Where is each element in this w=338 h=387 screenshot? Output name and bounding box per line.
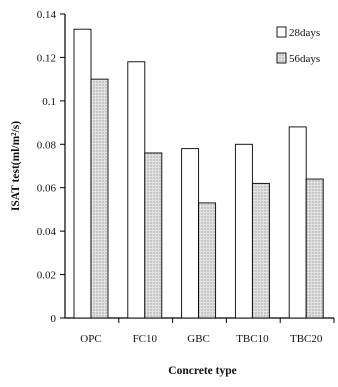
- y-tick-label: 0.12: [37, 52, 56, 64]
- bar-56days-TBC10: [251, 182, 270, 319]
- x-tick-label: TBC20: [290, 333, 323, 345]
- y-tick-label: 0.02: [37, 270, 56, 282]
- bar-28days-TBC10: [234, 143, 253, 319]
- y-tick-label: 0.14: [37, 9, 57, 21]
- legend-label-56days: 56days: [289, 53, 320, 65]
- x-tick-label: OPC: [80, 333, 101, 345]
- y-tick-label: 0: [51, 313, 57, 325]
- legend-swatch-28days: [276, 26, 287, 38]
- bar-56days-TBC20: [305, 178, 324, 319]
- bar-56days-FC10: [144, 152, 163, 319]
- y-tick-label: 0.08: [37, 139, 57, 151]
- y-tick-label: 0.1: [42, 96, 56, 108]
- bar-28days-OPC: [73, 28, 92, 319]
- bar-28days-FC10: [127, 61, 146, 319]
- legend-swatch-56days: [276, 52, 287, 64]
- x-tick-label: TBC10: [236, 333, 269, 345]
- bar-28days-GBC: [181, 148, 200, 319]
- legend-label-28days: 28days: [289, 27, 320, 39]
- bar-56days-OPC: [90, 78, 109, 319]
- y-axis-title: ISAT test(ml/m²/s): [10, 121, 22, 211]
- x-tick-label: FC10: [133, 333, 158, 345]
- y-tick-label: 0.04: [37, 226, 57, 238]
- x-tick-label: GBC: [187, 333, 210, 345]
- x-axis-title: Concrete type: [168, 365, 236, 377]
- legend: 28days 56days: [276, 26, 320, 65]
- bar-28days-TBC20: [288, 126, 307, 319]
- plot-area: 0 0.02 0.04 0.06 0.08 0.1 0.12 0.14 OPC FC10 GBC TB…: [37, 9, 335, 345]
- y-tick-label: 0.06: [37, 183, 57, 195]
- bar-56days-GBC: [198, 202, 217, 319]
